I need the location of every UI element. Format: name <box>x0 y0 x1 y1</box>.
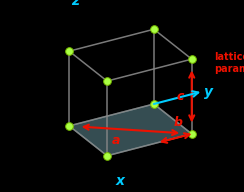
Text: y: y <box>204 85 214 99</box>
Text: z: z <box>71 0 79 8</box>
Polygon shape <box>69 104 192 156</box>
Text: c: c <box>176 90 184 103</box>
Text: a: a <box>112 134 121 147</box>
Text: b: b <box>174 116 183 129</box>
Text: lattice
parameters: lattice parameters <box>214 52 244 74</box>
Text: x: x <box>116 174 125 188</box>
